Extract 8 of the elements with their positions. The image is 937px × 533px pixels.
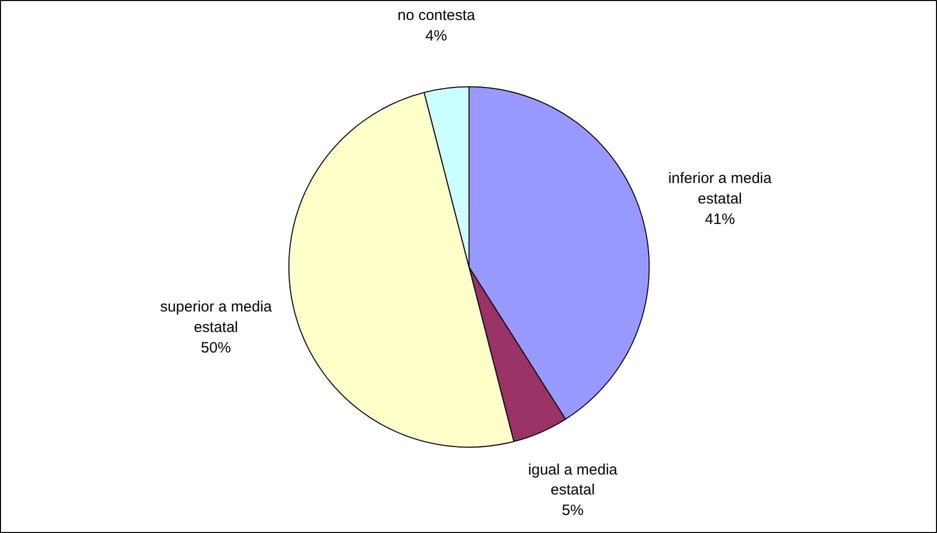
slice-label: no contesta	[397, 6, 476, 24]
slice-label: inferior a media estatal	[668, 170, 772, 208]
slice-label: superior a media estatal	[160, 298, 272, 336]
slice-label: igual a media estatal	[528, 461, 618, 499]
data-label: 5%	[562, 502, 584, 520]
data-label: 50%	[200, 339, 231, 356]
data-label: 41%	[704, 211, 735, 228]
data-label: 4%	[425, 27, 448, 44]
